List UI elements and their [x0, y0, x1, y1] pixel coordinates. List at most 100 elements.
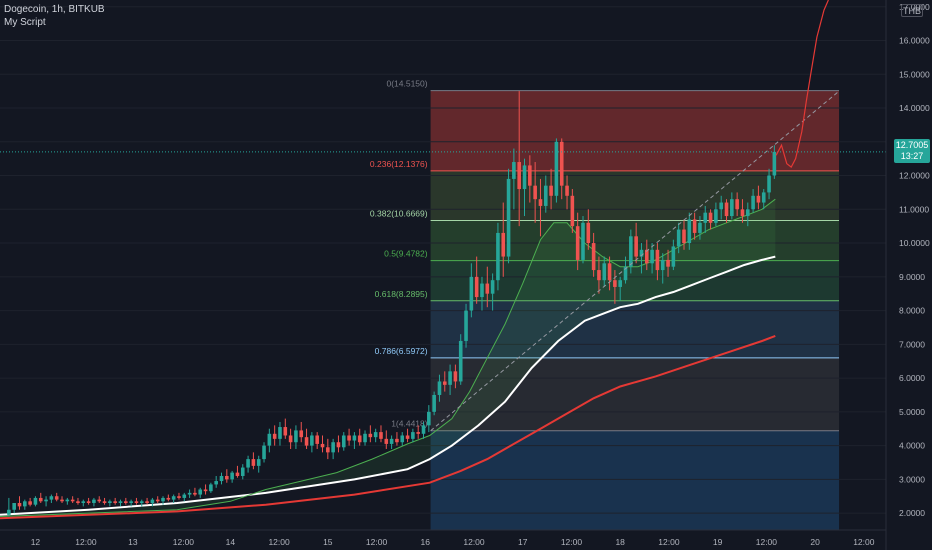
- candle-body: [698, 222, 702, 233]
- candle-body: [320, 443, 325, 448]
- candle: [474, 256, 479, 304]
- candle-body: [485, 283, 490, 294]
- candle-body: [405, 435, 410, 439]
- candle-body: [299, 430, 304, 438]
- candle: [724, 199, 729, 223]
- candle: [469, 263, 474, 318]
- time-tick-label: 12: [31, 537, 41, 547]
- candle: [54, 492, 59, 502]
- candle: [485, 266, 490, 308]
- candle: [501, 202, 506, 277]
- indicator-name[interactable]: My Script: [4, 17, 46, 28]
- candle-body: [761, 192, 766, 203]
- fib-zone-0.786: [430, 357, 840, 431]
- candle: [177, 492, 181, 500]
- time-tick-label: 13: [128, 537, 138, 547]
- fibonacci-retracement[interactable]: 0(14.5150) 0.236(12.1376) 0.382(10.6669) 0.…: [370, 79, 840, 530]
- candle: [687, 212, 692, 250]
- candle-body: [373, 432, 378, 438]
- candle: [230, 470, 234, 483]
- candle-body: [336, 442, 341, 448]
- candle: [7, 497, 11, 517]
- candle: [368, 425, 373, 443]
- candle: [331, 438, 335, 460]
- candle: [543, 175, 548, 213]
- price-axis[interactable]: 2.0000 3.0000 4.0000 5.0000 6.0000 7.0000 8.00…: [885, 0, 930, 550]
- candle-body: [129, 501, 133, 503]
- candle: [139, 499, 144, 507]
- candle: [283, 418, 288, 439]
- candle-body: [554, 141, 559, 196]
- candle-body: [496, 232, 500, 281]
- candle-body: [613, 280, 617, 287]
- ma-cloud-fill: [0, 199, 776, 517]
- currency-badge[interactable]: THB: [901, 4, 923, 17]
- candle: [570, 189, 575, 233]
- candle-body: [756, 195, 761, 203]
- candle-body: [17, 502, 22, 507]
- candle: [416, 425, 420, 439]
- candle-body: [198, 489, 203, 495]
- candle-body: [411, 432, 415, 439]
- candle-body: [543, 185, 548, 206]
- candle-body: [368, 433, 373, 438]
- last-price-tag: 12.7005 13:27: [894, 139, 930, 163]
- candle-body: [416, 432, 420, 434]
- candle: [629, 229, 633, 274]
- candle: [602, 256, 607, 287]
- candle-body: [288, 435, 293, 443]
- candle: [38, 492, 43, 503]
- candle: [12, 502, 16, 514]
- candle-body: [528, 165, 532, 186]
- fib-label-0.382: 0.382(10.6669): [370, 209, 428, 219]
- candle: [458, 334, 463, 385]
- candle-body: [730, 199, 734, 217]
- candle: [538, 178, 543, 237]
- time-axis[interactable]: 12 12:00 13 12:00 14 12:00 15 12:00 16 12:00 17 12:…: [0, 529, 886, 547]
- candle-body: [357, 435, 362, 443]
- candle: [102, 497, 107, 505]
- time-tick-label: 18: [615, 537, 625, 547]
- candle-body: [97, 499, 102, 502]
- candle: [581, 216, 585, 264]
- candle-body: [591, 243, 596, 271]
- fib-label-0: 0(14.5150): [386, 79, 427, 89]
- candle: [384, 430, 389, 449]
- candle: [666, 249, 670, 277]
- candle-body: [634, 236, 638, 257]
- candle: [171, 494, 176, 503]
- candle-body: [7, 509, 11, 515]
- symbol-title[interactable]: Dogecoin, 1h, BITKUB: [4, 4, 105, 15]
- time-tick-label: 12:00: [75, 537, 97, 547]
- candle-body: [246, 459, 250, 468]
- price-tick-label: 3.0000: [899, 474, 925, 484]
- candle: [618, 276, 622, 301]
- candle: [363, 430, 367, 446]
- price-tick-label: 7.0000: [899, 339, 925, 349]
- fib-zone-0: [430, 90, 840, 171]
- candle-body: [570, 195, 575, 227]
- candles: [7, 91, 777, 517]
- candle: [442, 371, 447, 392]
- candle-body: [49, 496, 54, 500]
- candle-body: [182, 494, 187, 498]
- candle-body: [655, 249, 660, 271]
- candle: [432, 391, 436, 416]
- candle: [517, 91, 521, 227]
- candle: [145, 497, 149, 505]
- price-tick-label: 5.0000: [899, 407, 925, 417]
- candle: [682, 219, 686, 250]
- candle-body: [522, 165, 527, 190]
- candle-body: [118, 501, 123, 503]
- candle-body: [155, 499, 160, 502]
- candle: [76, 497, 80, 505]
- candle-body: [23, 501, 27, 507]
- candle-body: [575, 226, 580, 260]
- candle-body: [719, 202, 724, 210]
- candle-body: [86, 501, 91, 503]
- time-tick-label: 17: [518, 537, 528, 547]
- candle: [389, 435, 394, 449]
- candle: [506, 168, 511, 264]
- candle: [124, 497, 128, 505]
